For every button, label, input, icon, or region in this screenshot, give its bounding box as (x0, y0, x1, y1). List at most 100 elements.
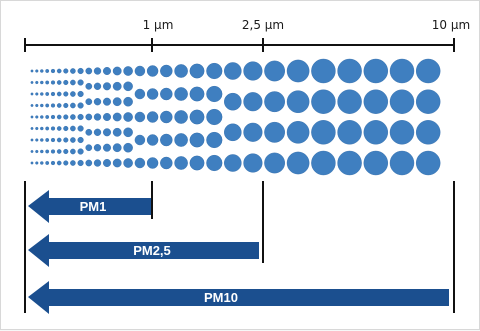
particle-dot (160, 133, 173, 147)
particle-dot (224, 92, 242, 111)
particle-dot (56, 91, 62, 97)
particle-dot (146, 88, 159, 100)
particle-dot (45, 92, 50, 96)
particle-dot (189, 109, 205, 125)
particle-dot (311, 89, 336, 114)
particle-dot (112, 143, 122, 153)
particle-dot (35, 115, 39, 119)
particle-dot (102, 97, 111, 106)
particle-dot (45, 126, 50, 131)
particle-dot (45, 138, 50, 142)
particle-dot (40, 103, 44, 108)
particle-dot (146, 134, 159, 146)
particle-dot (40, 115, 44, 119)
particle-dot (35, 80, 39, 85)
particle-dot (134, 65, 146, 77)
particle-dot (389, 89, 415, 114)
particle-dot (63, 68, 69, 74)
particle-dot (123, 127, 133, 138)
particle-dot (77, 102, 84, 109)
particle-dot (50, 103, 56, 108)
particle-dot (112, 112, 122, 122)
particle-dot (63, 137, 69, 143)
particle-dot (264, 152, 285, 174)
particle-dot (50, 160, 56, 166)
particle-dot (30, 104, 34, 107)
particle-dot (50, 114, 56, 120)
particle-dot (134, 111, 146, 123)
particle-dot (40, 149, 44, 154)
particle-dot (112, 81, 122, 91)
particle-dot (35, 149, 39, 154)
particle-dot (63, 160, 69, 166)
particle-dot (112, 66, 122, 76)
particle-dot (243, 61, 263, 81)
particle-dot (389, 120, 415, 145)
particle-dot (30, 127, 34, 130)
particle-dot (363, 150, 388, 176)
particle-dot (112, 158, 122, 168)
tick-label-10um: 10 µm (432, 18, 470, 32)
particle-dot (146, 157, 159, 169)
particle-dot (40, 92, 44, 96)
particle-dot (85, 67, 93, 75)
particle-dot (77, 113, 84, 121)
particle-dot (50, 149, 56, 154)
particle-dot (363, 58, 388, 84)
particle-dot (40, 138, 44, 142)
particle-dot (77, 148, 84, 155)
particle-dot (70, 68, 76, 74)
particle-dot (63, 91, 69, 97)
particle-dot (93, 98, 102, 106)
particle-dot (63, 114, 69, 120)
particle-dot (112, 97, 122, 107)
particle-dot (35, 161, 39, 165)
particle-dot (189, 132, 205, 148)
particle-dot (30, 92, 34, 96)
particle-dot (224, 123, 242, 142)
pm10-arrow (28, 281, 449, 314)
particle-dot (56, 114, 62, 120)
particle-dot (50, 68, 56, 74)
particle-dot (30, 150, 34, 153)
particle-dot (264, 121, 285, 143)
particle-dot (45, 80, 50, 85)
particle-dot (77, 125, 84, 132)
particle-dot (337, 58, 362, 84)
particle-dot (189, 155, 205, 171)
particle-dot (93, 144, 102, 152)
particle-dot (40, 80, 44, 85)
particle-dot (70, 102, 76, 109)
particle-dot (45, 103, 50, 108)
particle-dot (160, 110, 173, 124)
particle-dot (40, 161, 44, 165)
particle-dot (70, 160, 76, 166)
particle-dot (93, 67, 102, 75)
particle-dot (30, 138, 34, 142)
particle-dot (264, 60, 285, 82)
particle-dot (93, 82, 102, 90)
particle-dot (85, 98, 93, 106)
particle-dot (45, 115, 50, 119)
particle-dot (70, 137, 76, 143)
particle-dot (85, 159, 93, 167)
particle-dot (70, 125, 76, 132)
particle-dot (174, 64, 188, 78)
particle-dot (389, 150, 415, 176)
particle-dot (189, 86, 205, 102)
particle-dot (56, 137, 62, 143)
particle-dot (123, 158, 133, 168)
particle-dot (40, 69, 44, 73)
particle-dot (134, 88, 146, 100)
particle-dot (224, 154, 242, 172)
particle-dot (93, 113, 102, 121)
particle-dot (160, 64, 173, 78)
particle-dot (112, 127, 122, 137)
particle-dot (102, 112, 111, 121)
particle-dot (416, 150, 441, 176)
particle-dot (123, 96, 133, 107)
particle-dot (35, 69, 39, 73)
particle-dot (160, 156, 173, 170)
